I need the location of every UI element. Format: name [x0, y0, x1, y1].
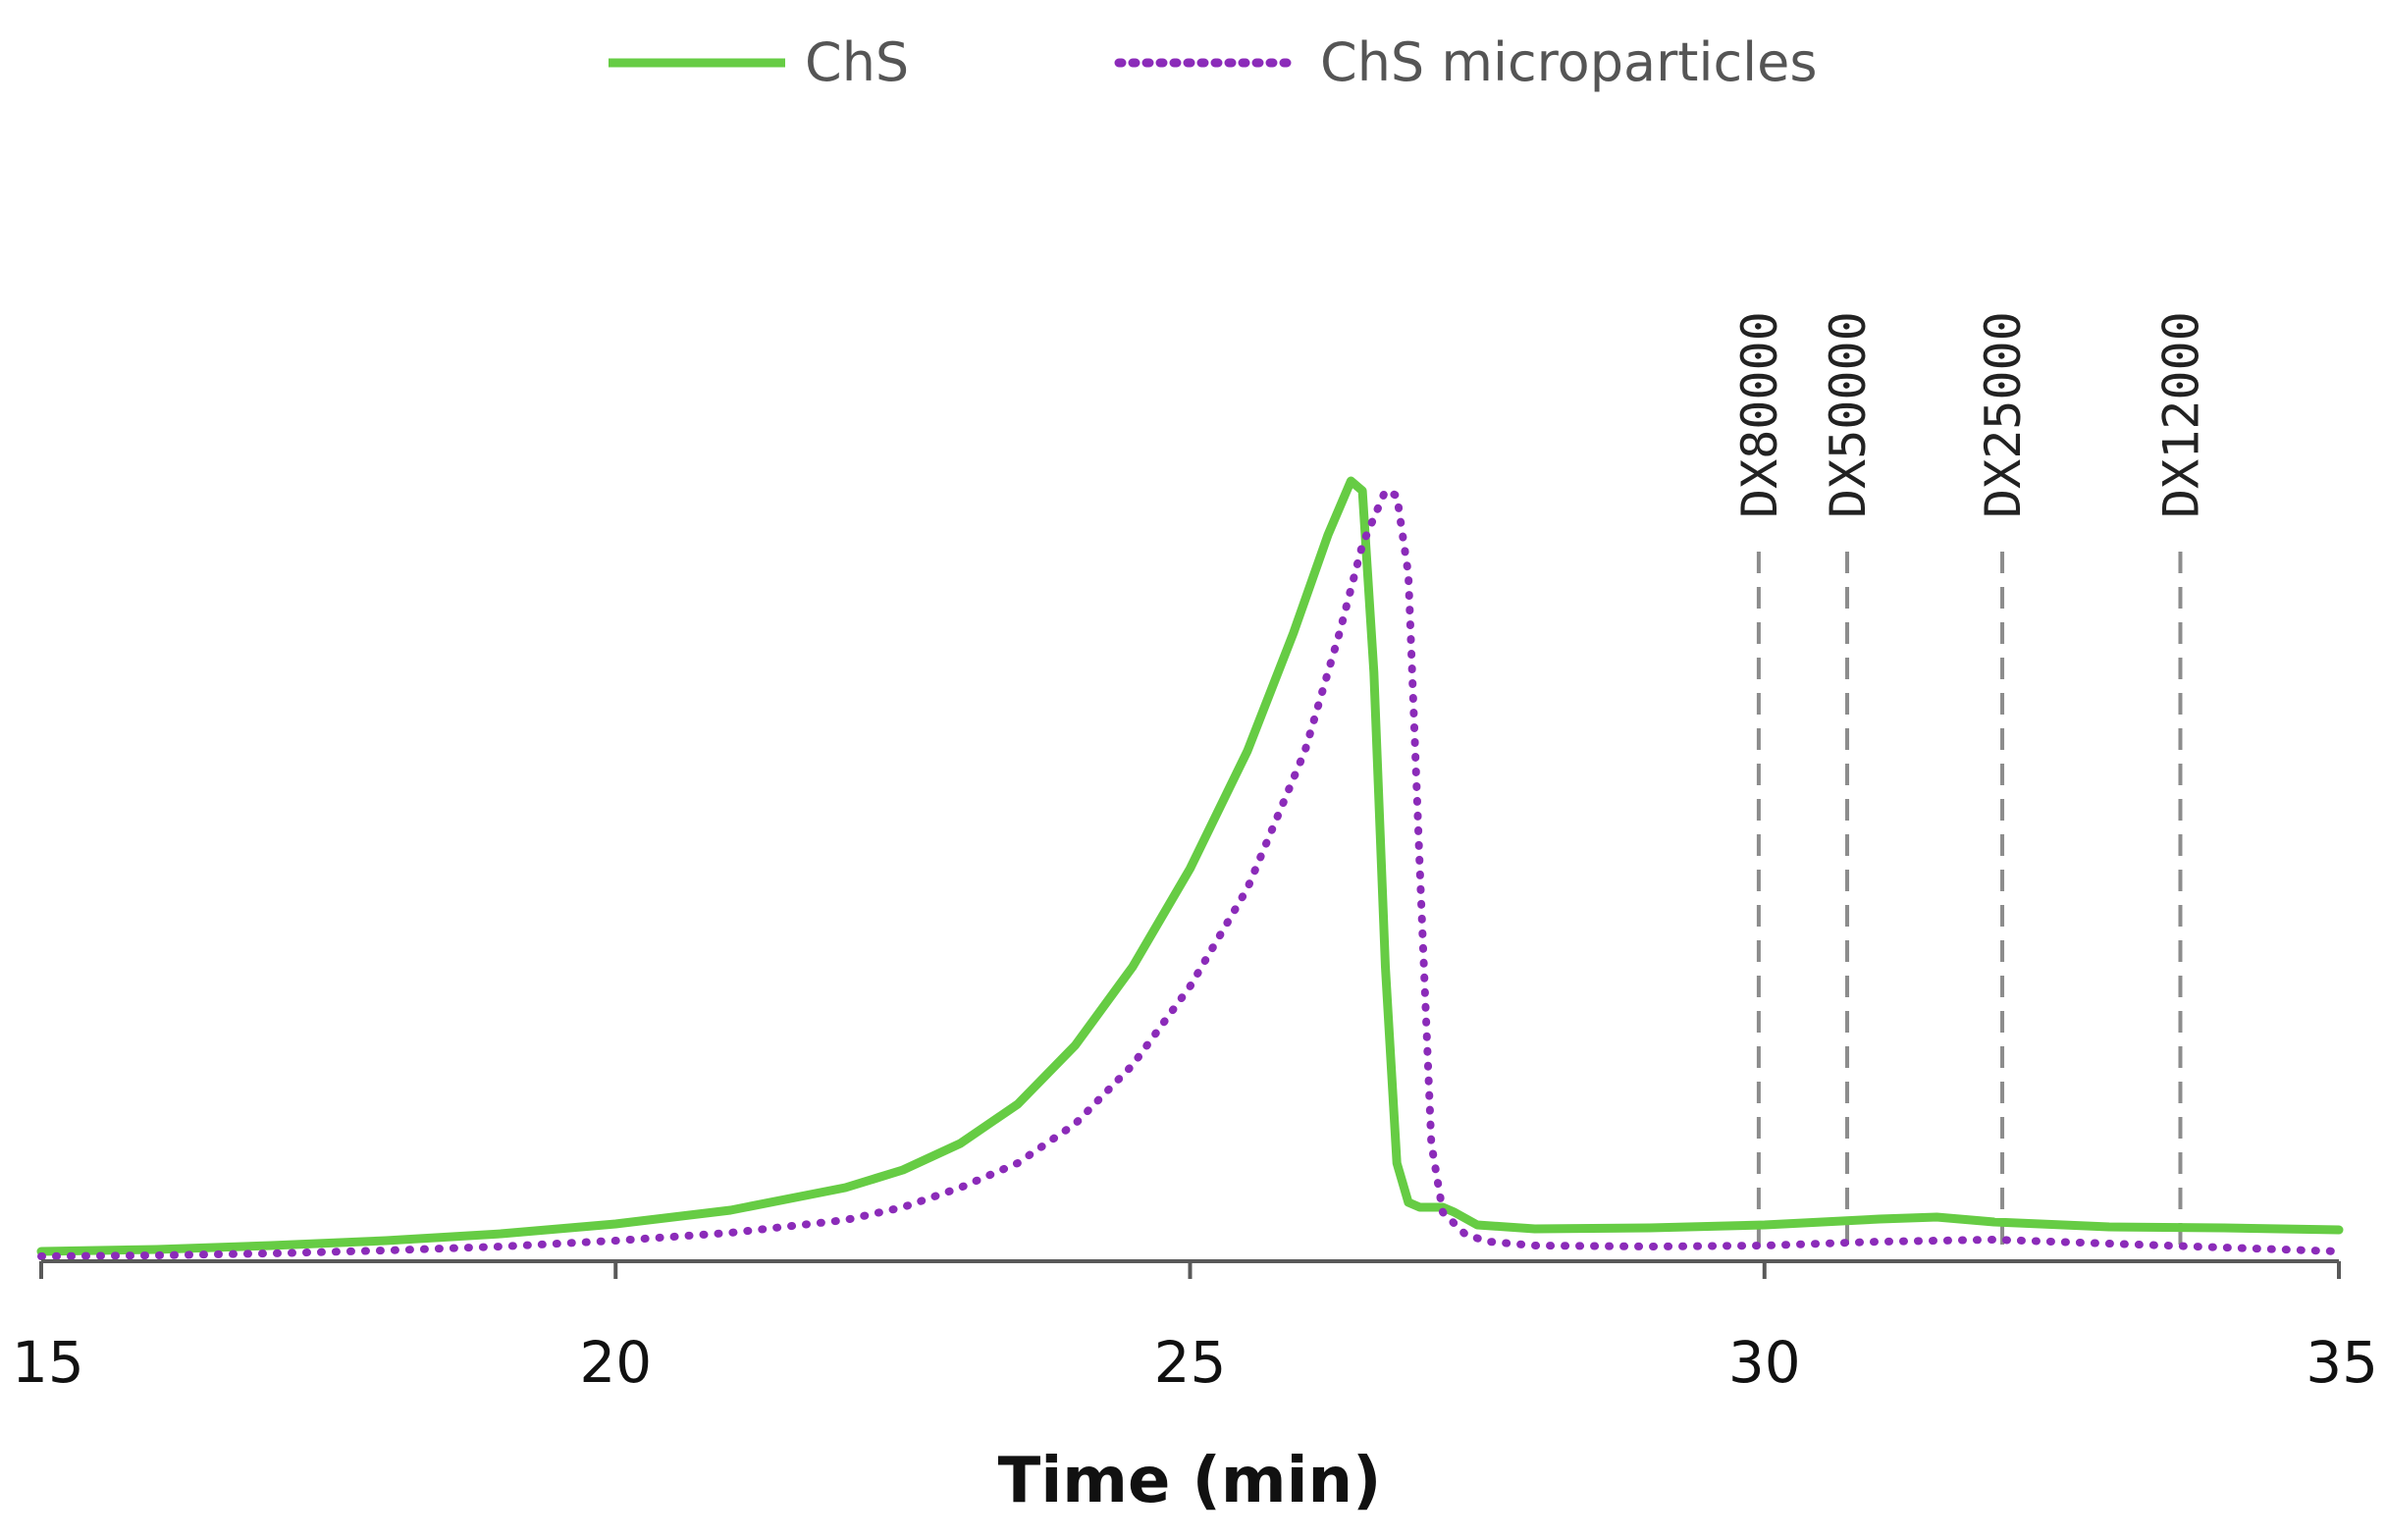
x-axis: 15 20 25 30 35 Time (min): [12, 1259, 2378, 1517]
series-line-chs-microparticles: [37, 487, 2343, 1260]
x-tick-label-15: 15: [12, 1329, 84, 1396]
legend: ChS ChS microparticles: [609, 31, 1818, 93]
legend-label-chs: ChS: [805, 31, 909, 93]
legend-entry-chs-microparticles: ChS microparticles: [1114, 31, 1818, 93]
x-axis-title: Time (min): [998, 1445, 1382, 1517]
x-tick-label-30: 30: [1728, 1329, 1801, 1396]
data-series: [36, 476, 2344, 1260]
x-axis-ticks: 15 20 25 30 35: [12, 1261, 2378, 1396]
marker-label-dx25000: DX25000: [1975, 311, 2032, 518]
marker-label-dx50000: DX50000: [1820, 311, 1877, 518]
x-tick-label-20: 20: [579, 1329, 652, 1396]
x-tick-label-35: 35: [2306, 1329, 2378, 1396]
marker-label-dx80000: DX80000: [1731, 311, 1788, 518]
marker-label-dx12000: DX12000: [2152, 311, 2209, 518]
legend-entry-chs: ChS: [609, 31, 909, 93]
series-line-chs: [36, 476, 2344, 1256]
reference-markers: DX80000 DX50000 DX25000 DX12000: [1731, 311, 2209, 1258]
legend-label-chs-microparticles: ChS microparticles: [1320, 31, 1818, 93]
x-tick-label-25: 25: [1154, 1329, 1227, 1396]
